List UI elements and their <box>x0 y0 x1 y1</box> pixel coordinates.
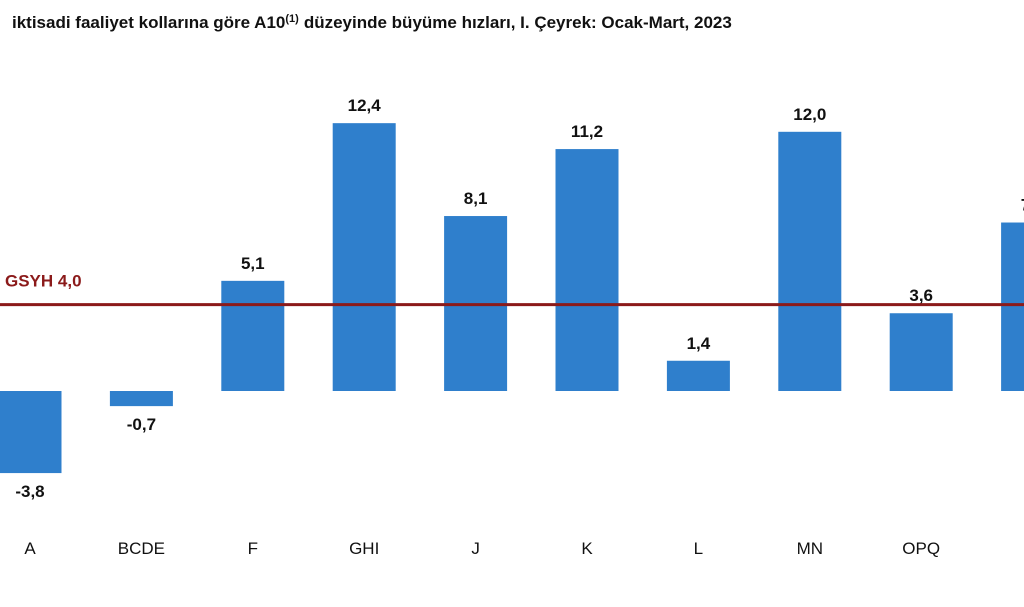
value-label: 1,4 <box>687 334 711 353</box>
value-label: -3,8 <box>15 482 44 501</box>
title-superscript: (1) <box>285 13 299 25</box>
bar <box>889 313 953 391</box>
x-tick-label: OPQ <box>902 539 940 558</box>
x-tick-label: A <box>24 539 36 558</box>
x-tick-label: J <box>471 539 480 558</box>
value-label: 5,1 <box>241 254 265 273</box>
title-main: iktisadi faaliyet kollarına göre A10 <box>12 13 285 32</box>
chart-title: iktisadi faaliyet kollarına göre A10(1) d… <box>12 13 732 32</box>
bar <box>0 391 62 474</box>
x-tick-label: GHI <box>349 539 379 558</box>
value-label: 11,2 <box>571 122 603 141</box>
bar <box>1001 222 1024 391</box>
value-label: 3,6 <box>909 286 933 305</box>
bar <box>332 123 396 391</box>
x-tick-label: L <box>694 539 703 558</box>
value-label: 12,4 <box>348 96 382 115</box>
value-label: -0,7 <box>127 415 156 434</box>
bar <box>109 391 173 407</box>
title-rest: düzeyinde büyüme hızları, I. Çeyrek: Oca… <box>304 13 732 32</box>
x-tick-label: MN <box>797 539 823 558</box>
bar <box>666 360 730 391</box>
value-label: 12,0 <box>793 105 826 124</box>
value-label: 7,8 <box>1021 196 1024 215</box>
value-label: 8,1 <box>464 189 488 208</box>
x-tick-label: K <box>581 539 593 558</box>
bar <box>778 131 842 392</box>
reference-label: GSYH 4,0 <box>5 272 82 291</box>
x-tick-label: F <box>248 539 258 558</box>
bar <box>221 280 285 391</box>
bar <box>555 149 619 391</box>
x-tick-label: BCDE <box>118 539 165 558</box>
